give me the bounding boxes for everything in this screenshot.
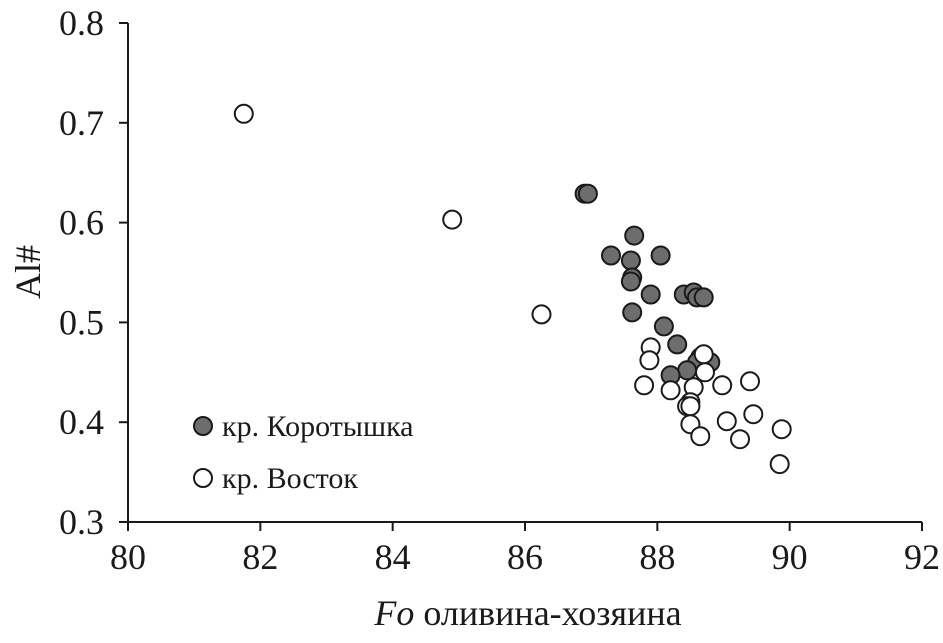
- point-vostok: [660, 380, 681, 401]
- point-vostok: [769, 454, 790, 475]
- point-vostok: [716, 411, 737, 432]
- legend-marker-korotyshka: [193, 416, 213, 436]
- point-korotyshka: [577, 183, 598, 204]
- point-vostok: [531, 304, 552, 325]
- legend-marker-vostok: [193, 468, 213, 488]
- point-vostok: [233, 103, 254, 124]
- axes: [127, 23, 922, 523]
- point-korotyshka: [620, 271, 641, 292]
- legend-label-vostok: кр. Восток: [222, 462, 358, 495]
- point-vostok: [639, 350, 660, 371]
- y-tick-label: 0.5: [59, 302, 104, 342]
- point-vostok: [695, 362, 715, 383]
- x-tick-label: 88: [639, 537, 675, 577]
- point-korotyshka: [650, 245, 671, 266]
- ticks: 80 82 84 86 88 90 92 0.3 0.4 0.5 0.6 0.7 0.8: [59, 3, 940, 577]
- y-tick-label: 0.8: [59, 3, 104, 43]
- y-tick-label: 0.7: [59, 103, 104, 143]
- point-vostok: [693, 344, 714, 365]
- point-vostok: [740, 371, 760, 392]
- y-tick-label: 0.4: [59, 402, 104, 442]
- point-vostok: [680, 396, 701, 417]
- x-tick-label: 84: [375, 537, 411, 577]
- x-axis-title: Fo оливина-хозяина: [373, 593, 681, 633]
- x-tick-label: 80: [110, 537, 146, 577]
- x-tick-label: 86: [507, 537, 543, 577]
- point-vostok: [690, 426, 711, 447]
- point-korotyshka: [677, 360, 698, 381]
- y-tick-label: 0.6: [59, 203, 104, 243]
- legend: кр. Коротышка кр. Восток: [193, 410, 414, 495]
- point-korotyshka: [620, 250, 641, 271]
- x-tick-label: 92: [904, 537, 940, 577]
- point-korotyshka: [622, 302, 643, 323]
- point-vostok: [712, 375, 733, 396]
- x-tick-label: 82: [242, 537, 278, 577]
- point-korotyshka: [624, 225, 645, 246]
- point-korotyshka: [693, 287, 714, 308]
- point-vostok: [730, 429, 750, 450]
- point-vostok: [771, 419, 792, 440]
- x-axis-title-italic: Fo: [373, 593, 414, 633]
- point-korotyshka: [601, 245, 621, 266]
- x-tick-label: 90: [772, 537, 808, 577]
- y-axis-title: Al#: [8, 245, 48, 299]
- point-vostok: [743, 404, 764, 425]
- x-axis-title-rest: оливина-хозяина: [414, 593, 681, 633]
- y-tick-label: 0.3: [59, 502, 104, 542]
- point-vostok: [634, 375, 655, 396]
- point-korotyshka: [667, 334, 688, 355]
- point-vostok: [442, 209, 463, 230]
- point-korotyshka: [640, 284, 661, 305]
- series-1: [233, 103, 792, 475]
- data-points: [233, 103, 792, 475]
- legend-label-korotyshka: кр. Коротышка: [222, 410, 414, 443]
- point-korotyshka: [653, 316, 674, 337]
